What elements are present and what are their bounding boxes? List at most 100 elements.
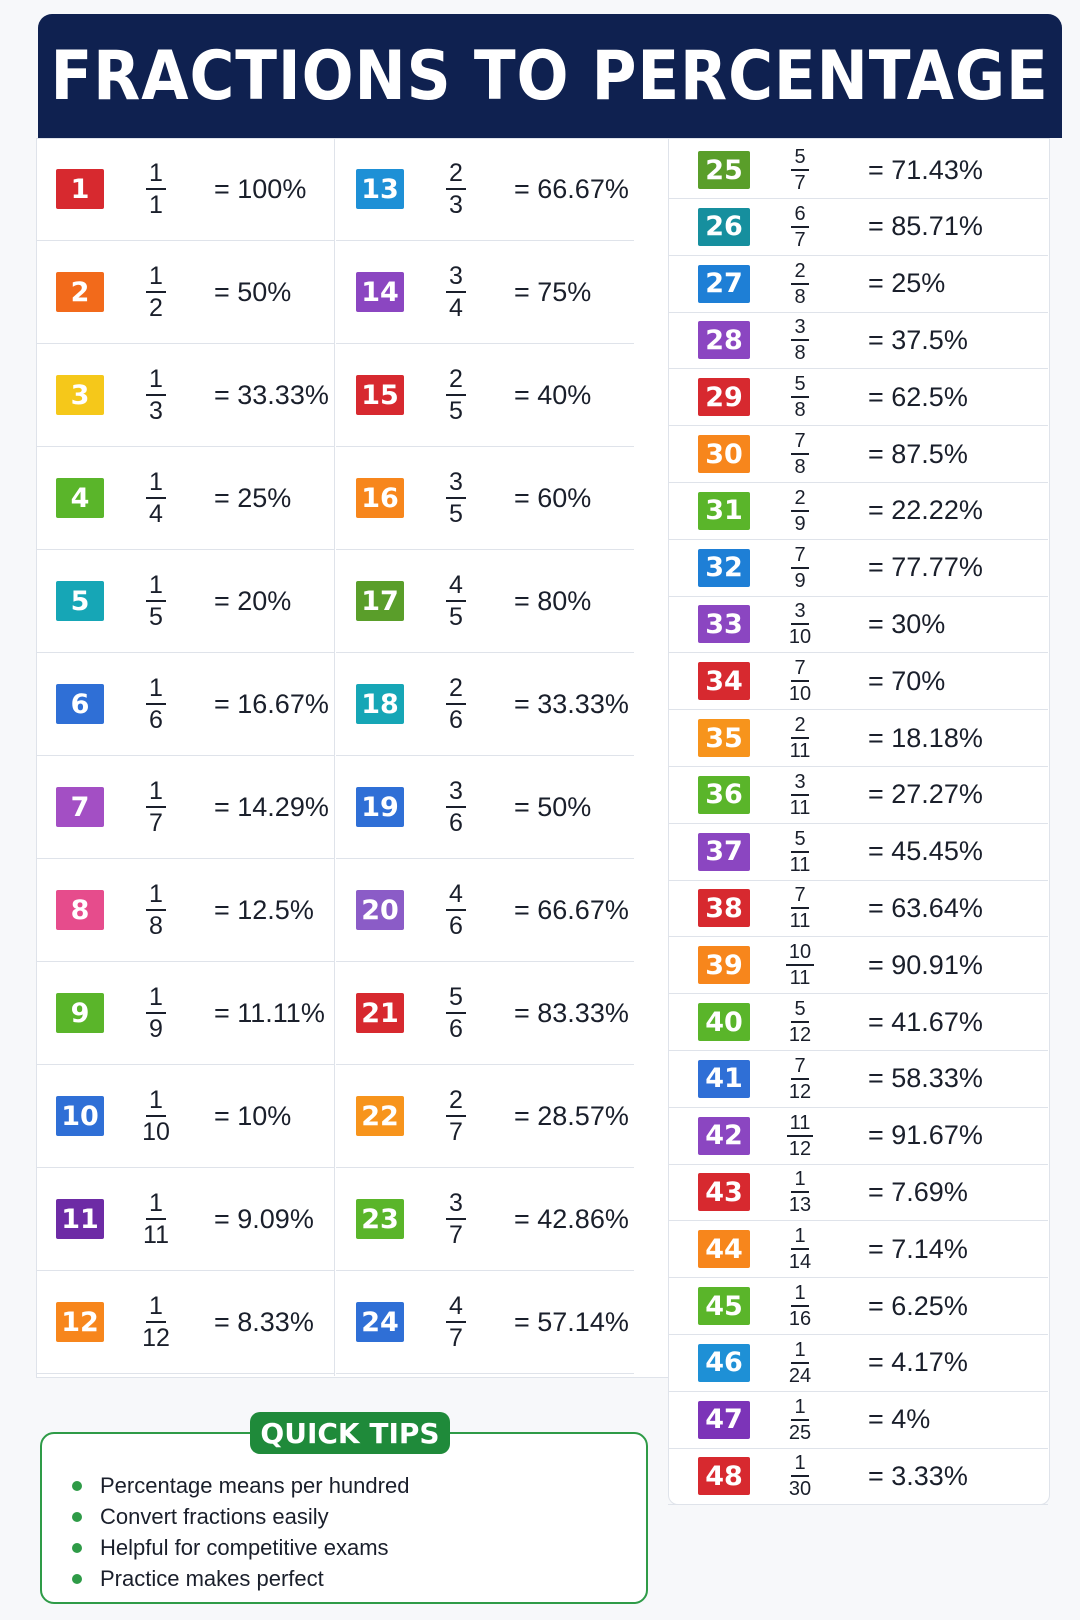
fraction-denominator: 6 [149,706,163,734]
percentage-value: = 77.77% [868,552,983,583]
fraction: 1 12 [136,1291,176,1353]
percentage-value: = 33.33% [214,379,329,410]
fraction: 5 12 [780,997,820,1047]
fraction-row: 37 5 11 = 45.45% [668,824,1048,881]
percentage-value: = 66.67% [514,894,629,925]
number-badge: 18 [356,684,404,724]
fraction-denominator: 12 [788,1080,812,1103]
fraction-row: 17 4 5 = 80% [336,550,634,653]
number-badge: 14 [356,272,404,312]
number-badge: 43 [698,1173,750,1212]
fraction-denominator: 24 [788,1364,812,1387]
fraction: 7 11 [780,883,820,933]
number-badge: 13 [356,169,404,209]
percentage-value: = 22.22% [868,495,983,526]
fraction-denominator: 7 [149,809,163,837]
number-badge: 6 [56,684,104,724]
percentage-value: = 80% [514,585,592,616]
fraction-row: 31 2 9 = 22.22% [668,483,1048,540]
fraction-numerator: 7 [791,883,809,910]
number-badge: 23 [356,1199,404,1239]
fraction-row: 13 2 3 = 66.67% [336,138,634,241]
fraction-row: 10 1 10 = 10% [36,1065,334,1168]
number-badge: 19 [356,787,404,827]
number-badge: 15 [356,375,404,415]
fraction-denominator: 5 [449,500,463,528]
tip-item: Helpful for competitive exams [72,1532,409,1563]
fraction-denominator: 16 [788,1308,812,1330]
number-badge: 37 [698,832,750,871]
fraction-denominator: 9 [149,1015,163,1043]
fraction-denominator: 11 [789,796,811,819]
percentage-value: = 18.18% [868,722,983,753]
number-badge: 48 [698,1457,750,1496]
fraction-numerator: 7 [791,656,809,683]
percentage-value: = 83.33% [514,997,629,1028]
percentage-value: = 87.5% [868,438,968,469]
tip-text: Percentage means per hundred [100,1472,410,1498]
number-badge: 2 [56,272,104,312]
number-badge: 33 [698,605,750,644]
percentage-value: = 14.29% [214,791,329,822]
fraction-numerator: 1 [146,879,166,911]
fraction-denominator: 12 [788,1024,812,1046]
fraction-numerator: 1 [146,1188,166,1220]
fraction-denominator: 4 [449,294,463,322]
fraction: 10 11 [780,940,820,990]
fraction-row: 32 7 9 = 77.77% [668,540,1048,597]
fraction-numerator: 1 [146,158,166,190]
percentage-value: = 58.33% [868,1063,983,1094]
fraction-numerator: 7 [791,1054,809,1080]
percentage-value: = 6.25% [868,1290,968,1321]
fraction-row: 6 1 6 = 16.67% [36,653,334,756]
fraction-row: 29 5 8 = 62.5% [668,369,1048,427]
fraction-denominator: 4 [149,500,163,528]
fraction-numerator: 1 [146,982,166,1014]
fraction-numerator: 1 [791,1281,809,1307]
fraction-numerator: 5 [446,982,466,1014]
percentage-value: = 30% [868,608,946,639]
number-badge: 32 [698,548,750,587]
fraction-numerator: 3 [446,776,466,808]
fraction-denominator: 2 [149,294,163,322]
number-badge: 9 [56,993,104,1033]
fraction-numerator: 1 [791,1224,809,1251]
fraction-denominator: 11 [789,853,811,876]
quick-tips-box: QUICK TIPS Percentage means per hundred … [40,1412,648,1604]
fraction-row: 8 1 8 = 12.5% [36,859,334,962]
number-badge: 16 [356,478,404,518]
number-badge: 34 [698,662,750,701]
fraction-denominator: 10 [788,683,812,706]
fraction: 2 11 [780,713,820,763]
fraction: 3 10 [780,599,820,649]
number-badge: 40 [698,1003,750,1041]
fraction-row: 44 1 14 = 7.14% [668,1221,1048,1279]
percentage-value: = 70% [868,665,946,696]
number-badge: 24 [356,1302,404,1342]
fraction-denominator: 11 [789,740,811,762]
number-badge: 42 [698,1116,750,1155]
number-badge: 17 [356,581,404,621]
percentage-value: = 28.57% [514,1100,629,1131]
fraction: 1 13 [780,1167,820,1217]
fraction-row: 14 3 4 = 75% [336,241,634,344]
fraction-numerator: 2 [791,259,809,285]
number-badge: 35 [698,719,750,757]
fraction-denominator: 8 [794,456,806,478]
fraction-numerator: 2 [446,364,466,396]
number-badge: 3 [56,375,104,415]
left-table-panel [36,138,670,1378]
percentage-value: = 40% [514,379,592,410]
percentage-value: = 60% [514,482,592,513]
